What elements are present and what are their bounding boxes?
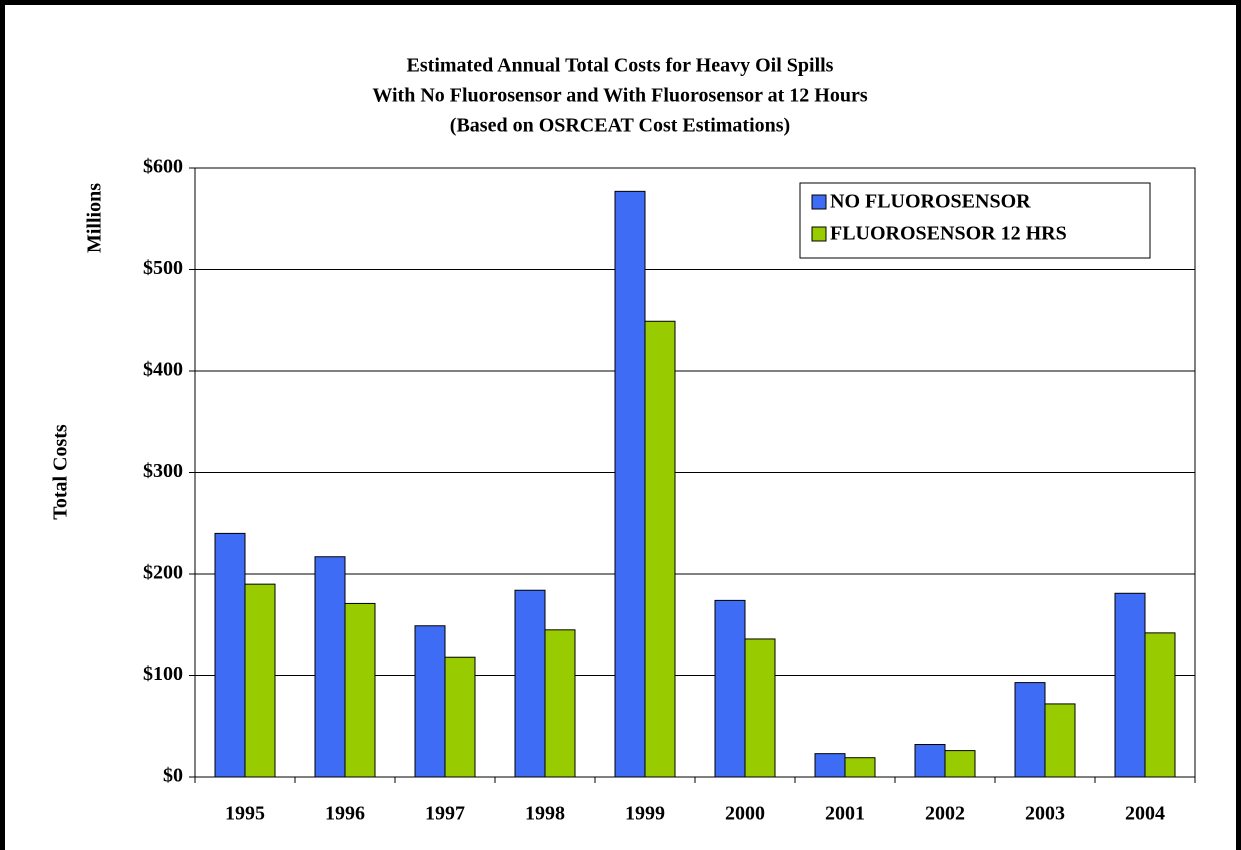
x-tick-label: 1996: [325, 803, 365, 825]
bar: [744, 638, 776, 778]
bar: [1044, 703, 1076, 778]
bar: [914, 744, 946, 778]
y-tick-label: $200: [143, 562, 183, 584]
bar: [714, 599, 746, 778]
chart-title: (Based on OSRCEAT Cost Estimations): [450, 115, 790, 137]
legend-box: [799, 182, 1151, 259]
legend-swatch: [811, 226, 827, 242]
bar: [614, 190, 646, 778]
bar: [214, 532, 246, 778]
legend-swatch: [811, 194, 827, 210]
y-tick-label: $300: [143, 460, 183, 482]
chart-title: Estimated Annual Total Costs for Heavy O…: [407, 55, 834, 77]
bar: [1114, 592, 1146, 778]
x-tick-label: 1997: [425, 803, 465, 825]
x-tick-label: 1999: [625, 803, 665, 825]
bar: [844, 757, 876, 778]
x-tick-label: 2003: [1025, 803, 1065, 825]
bar: [514, 589, 546, 778]
x-tick-label: 2002: [925, 803, 965, 825]
x-tick-label: 2004: [1125, 803, 1165, 825]
x-tick-label: 1995: [225, 803, 265, 825]
bar: [344, 602, 376, 778]
bar: [644, 320, 676, 778]
y-axis-label: Total Costs: [50, 424, 72, 520]
bar: [944, 750, 976, 778]
y-tick-label: $600: [143, 156, 183, 178]
legend-label: NO FLUOROSENSOR: [830, 191, 1031, 213]
bar: [414, 625, 446, 778]
y-tick-label: $0: [163, 765, 183, 787]
bar: [244, 583, 276, 778]
y-tick-label: $100: [143, 663, 183, 685]
y-unit-label: Millions: [84, 183, 106, 253]
bar: [1014, 682, 1046, 778]
legend-label: FLUOROSENSOR 12 HRS: [830, 223, 1067, 245]
bar: [314, 556, 346, 778]
bar: [544, 629, 576, 778]
x-tick-label: 1998: [525, 803, 565, 825]
bar: [814, 753, 846, 778]
x-tick-label: 2001: [825, 803, 865, 825]
chart-title: With No Fluorosensor and With Fluorosens…: [372, 85, 867, 107]
y-tick-label: $400: [143, 359, 183, 381]
x-tick-label: 2000: [725, 803, 765, 825]
y-tick-label: $500: [143, 257, 183, 279]
bar: [444, 656, 476, 778]
bar: [1144, 632, 1176, 778]
